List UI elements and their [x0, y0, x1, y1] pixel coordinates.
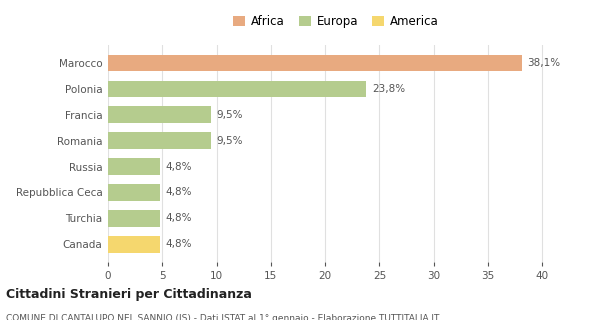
Text: 4,8%: 4,8% — [166, 239, 192, 249]
Bar — [108, 210, 160, 227]
Text: Cittadini Stranieri per Cittadinanza: Cittadini Stranieri per Cittadinanza — [6, 288, 252, 301]
Text: 9,5%: 9,5% — [217, 136, 243, 146]
Text: 9,5%: 9,5% — [217, 110, 243, 120]
Text: 4,8%: 4,8% — [166, 162, 192, 172]
Legend: Africa, Europa, America: Africa, Europa, America — [231, 12, 441, 30]
Bar — [108, 236, 160, 252]
Text: COMUNE DI CANTALUPO NEL SANNIO (IS) - Dati ISTAT al 1° gennaio - Elaborazione TU: COMUNE DI CANTALUPO NEL SANNIO (IS) - Da… — [6, 314, 439, 320]
Text: 4,8%: 4,8% — [166, 188, 192, 197]
Bar — [108, 158, 160, 175]
Bar — [108, 184, 160, 201]
Text: 38,1%: 38,1% — [527, 58, 560, 68]
Text: 4,8%: 4,8% — [166, 213, 192, 223]
Text: 23,8%: 23,8% — [372, 84, 405, 94]
Bar — [108, 81, 367, 97]
Bar — [108, 132, 211, 149]
Bar — [108, 107, 211, 123]
Bar — [108, 55, 521, 71]
